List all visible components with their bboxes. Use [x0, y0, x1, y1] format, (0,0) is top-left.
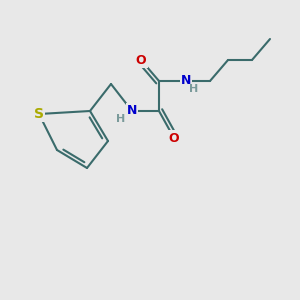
Text: O: O — [136, 53, 146, 67]
Text: H: H — [116, 113, 125, 124]
Text: N: N — [127, 104, 137, 118]
Text: O: O — [169, 131, 179, 145]
Text: N: N — [181, 74, 191, 88]
Text: S: S — [34, 107, 44, 121]
Text: H: H — [189, 84, 198, 94]
